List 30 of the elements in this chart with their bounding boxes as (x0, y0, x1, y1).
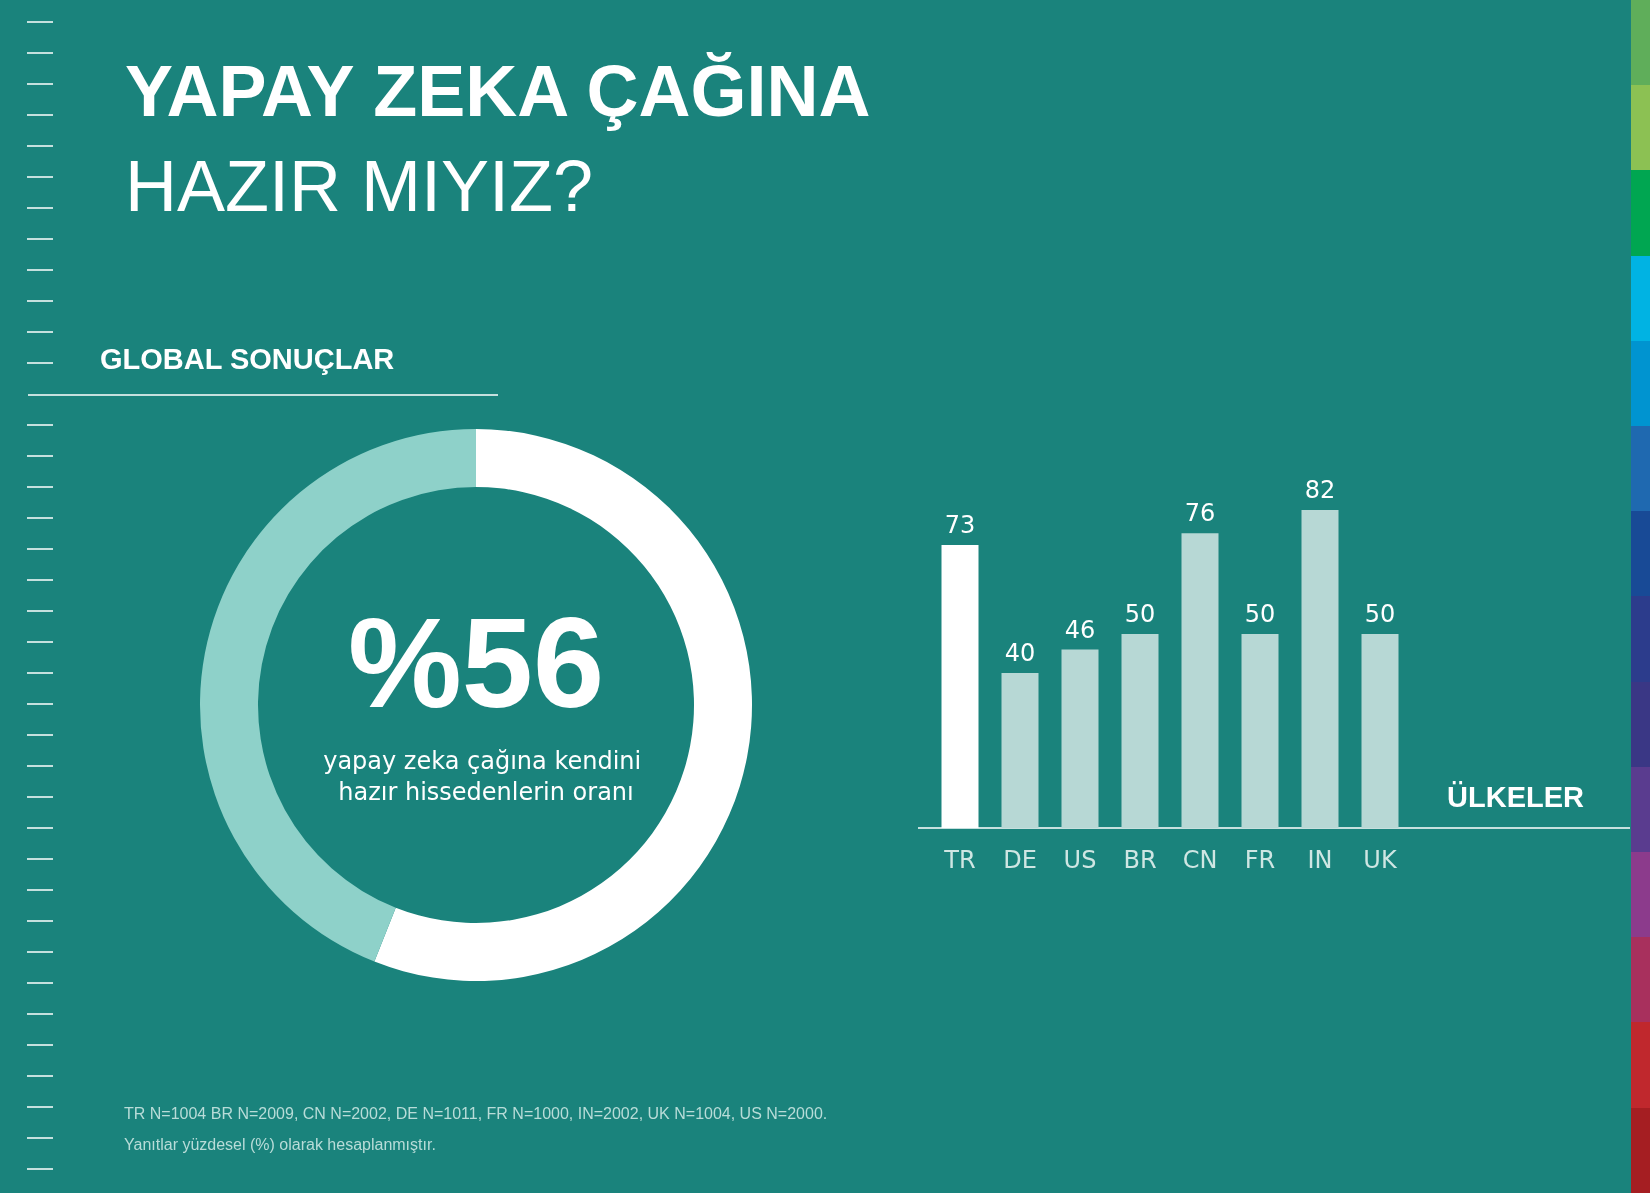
data-label: 50 (1244, 600, 1276, 629)
chart-title: YAPAY ZEKA ÇAĞINA HAZIR MIYIZ? (125, 51, 871, 226)
x-tick-label: CN (1182, 846, 1218, 874)
x-tick-label: DE (1003, 846, 1037, 874)
bar (1301, 510, 1339, 828)
x-axis-title: ÜLKELER (1447, 780, 1585, 813)
chart-subtitle: GLOBAL SONUÇLAR (100, 342, 395, 375)
x-tick-label: UK (1363, 846, 1398, 874)
x-tick-label: FR (1244, 846, 1276, 874)
text: TR N=1004 BR N=2009, CN N=2002, DE N=1011, FR N=1000, IN=2002, UK N=1004, US N=2000. (124, 1104, 828, 1122)
data-label: 82 (1304, 476, 1336, 504)
x-tick-label: IN (1307, 846, 1333, 874)
data-label: 50 (1364, 600, 1396, 629)
x-tick-label: BR (1123, 846, 1157, 874)
bar (1361, 634, 1399, 828)
data-label: 76 (1184, 499, 1216, 528)
data-label: 40 (1004, 638, 1036, 667)
bar (1241, 634, 1279, 828)
bar (1061, 649, 1099, 828)
bar (1121, 634, 1159, 828)
x-tick-label: US (1063, 846, 1097, 874)
data-label: 46 (1064, 615, 1096, 644)
x-tick-label: TR (943, 846, 976, 874)
data-label: 50 (1124, 600, 1156, 629)
bar (1001, 672, 1039, 828)
text: yapay zeka çağına kendini hazır hissedenlerin oranı (323, 746, 649, 806)
text: Yanıtlar yüzdesel (%) olarak hesaplanmıştır. (124, 1135, 436, 1153)
bar (1181, 533, 1219, 828)
data-label: 73 (944, 510, 976, 539)
data-label: %56 (347, 590, 605, 734)
